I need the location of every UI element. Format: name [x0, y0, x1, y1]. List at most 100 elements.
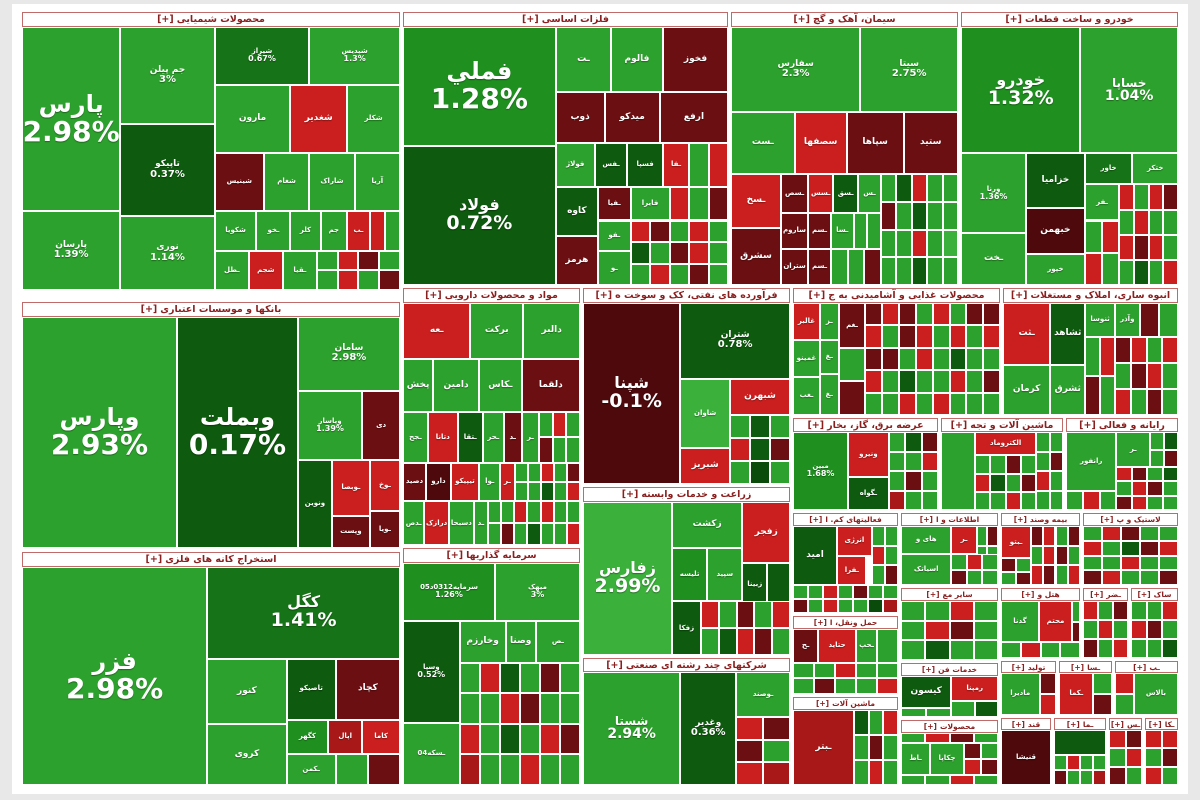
stock-tile-small[interactable]	[769, 438, 790, 462]
stock-tile[interactable]: اپال	[328, 719, 363, 755]
stock-tile-small[interactable]	[749, 461, 770, 484]
stock-tile-small[interactable]	[1163, 234, 1178, 260]
stock-tile-small[interactable]	[1083, 601, 1098, 620]
stock-tile[interactable]: رانفور	[1066, 432, 1117, 491]
stock-tile-small[interactable]	[856, 662, 877, 679]
stock-tile-small[interactable]	[990, 455, 1006, 474]
stock-tile-small[interactable]	[539, 693, 560, 724]
stock-tile-small[interactable]	[888, 432, 906, 452]
stock-tile-small[interactable]	[650, 263, 670, 285]
stock-tile-small[interactable]	[384, 211, 400, 251]
stock-tile-small[interactable]	[932, 370, 950, 393]
expand-plus-icon[interactable]: [+]	[1133, 662, 1147, 672]
stock-tile-small[interactable]	[1125, 730, 1142, 749]
stock-tile-small[interactable]	[915, 347, 933, 371]
stock-tile-small[interactable]	[1001, 642, 1021, 658]
stock-tile-small[interactable]	[1162, 601, 1178, 620]
stock-tile-small[interactable]	[1131, 481, 1148, 496]
stock-tile[interactable]: ـحر	[482, 411, 504, 463]
stock-tile-small[interactable]	[823, 585, 838, 600]
stock-tile-small[interactable]	[689, 242, 709, 264]
stock-tile-small[interactable]	[911, 174, 928, 202]
sector-header[interactable]: محصولات شیمیایی [+]	[22, 12, 400, 27]
stock-tile-small[interactable]	[901, 620, 926, 641]
stock-tile[interactable]: کرمان	[1003, 364, 1051, 415]
stock-tile-small[interactable]	[729, 415, 750, 439]
stock-tile-small[interactable]	[729, 461, 750, 484]
stock-tile-small[interactable]	[539, 411, 553, 438]
stock-tile-small[interactable]	[871, 526, 885, 546]
stock-tile-small[interactable]	[911, 257, 928, 285]
stock-tile[interactable]: ـفو	[598, 220, 631, 252]
stock-tile-small[interactable]	[951, 569, 967, 585]
stock-tile-small[interactable]	[1083, 570, 1102, 585]
stock-tile-small[interactable]	[868, 599, 883, 613]
stock-tile-small[interactable]	[553, 523, 567, 545]
stock-tile[interactable]: ذوب	[555, 91, 605, 144]
stock-tile[interactable]: فزر 2.98%	[22, 567, 208, 785]
stock-tile-small[interactable]	[1161, 748, 1178, 767]
expand-plus-icon[interactable]: [+]	[921, 665, 936, 674]
stock-tile-small[interactable]	[1148, 259, 1164, 285]
stock-tile-small[interactable]	[1080, 754, 1093, 770]
stock-tile-small[interactable]	[1060, 642, 1080, 658]
expand-plus-icon[interactable]: [+]	[606, 659, 623, 671]
stock-tile-small[interactable]	[1130, 362, 1147, 389]
stock-tile-small[interactable]	[896, 201, 912, 230]
stock-tile[interactable]: ـبتر	[793, 710, 854, 785]
stock-tile-small[interactable]	[868, 735, 884, 760]
stock-tile-small[interactable]	[905, 432, 922, 452]
stock-tile-small[interactable]	[499, 662, 520, 694]
stock-tile-small[interactable]	[856, 678, 877, 694]
stock-tile-small[interactable]	[708, 186, 728, 221]
stock-tile-small[interactable]	[932, 347, 950, 371]
stock-tile[interactable]: میهک 3%	[495, 563, 580, 621]
stock-tile[interactable]: وپاسار 1.39%	[297, 390, 363, 461]
stock-tile-small[interactable]	[479, 693, 500, 724]
stock-tile-small[interactable]	[729, 438, 750, 462]
stock-tile-small[interactable]	[951, 701, 975, 717]
stock-tile-small[interactable]	[1134, 209, 1149, 235]
stock-tile-small[interactable]	[1145, 748, 1162, 767]
stock-tile[interactable]: شکلر	[347, 84, 400, 154]
stock-tile-small[interactable]	[926, 707, 952, 717]
stock-tile[interactable]: ـسص	[780, 174, 809, 213]
stock-tile[interactable]: وپارس 2.93%	[22, 317, 177, 548]
stock-tile-small[interactable]	[519, 754, 540, 785]
stock-tile[interactable]: رمپنا	[951, 676, 998, 702]
stock-tile[interactable]: ـر	[951, 526, 977, 555]
stock-tile-small[interactable]	[1067, 754, 1080, 770]
stock-tile-small[interactable]	[708, 143, 728, 187]
stock-tile-small[interactable]	[975, 491, 991, 510]
stock-tile[interactable]: ـویا	[369, 511, 400, 548]
stock-tile[interactable]: ـحپ	[856, 629, 877, 663]
stock-tile[interactable]: خساپا 1.04%	[1080, 27, 1178, 154]
stock-tile-small[interactable]	[559, 662, 580, 694]
stock-tile-small[interactable]	[358, 270, 380, 290]
stock-tile[interactable]: ـسکه04	[403, 722, 460, 785]
stock-tile-small[interactable]	[1146, 638, 1163, 658]
stock-tile[interactable]: سامان 2.98%	[297, 317, 400, 391]
stock-tile-small[interactable]	[927, 257, 943, 285]
stock-tile[interactable]: ـر	[500, 462, 515, 502]
stock-tile-small[interactable]	[1146, 388, 1163, 415]
stock-tile-small[interactable]	[459, 693, 480, 724]
sector-header[interactable]: ـکا [+]	[1145, 718, 1178, 730]
stock-tile-small[interactable]	[1102, 540, 1121, 556]
stock-tile[interactable]: ـفرا	[837, 555, 867, 586]
stock-tile-small[interactable]	[1001, 558, 1016, 572]
stock-tile-small[interactable]	[838, 347, 866, 382]
stock-tile-small[interactable]	[1162, 619, 1178, 639]
stock-tile[interactable]: مارون	[214, 84, 291, 154]
stock-tile-small[interactable]	[1162, 388, 1178, 415]
stock-tile[interactable]: خزامیا	[1026, 153, 1085, 208]
stock-tile-small[interactable]	[1067, 769, 1080, 785]
stock-tile-small[interactable]	[650, 220, 670, 242]
stock-tile-small[interactable]	[853, 735, 869, 760]
expand-plus-icon[interactable]: [+]	[926, 590, 940, 599]
stock-tile-small[interactable]	[1043, 545, 1056, 566]
stock-tile[interactable]: ثنوسا	[1085, 303, 1115, 337]
stock-tile-small[interactable]	[1036, 451, 1050, 471]
stock-tile-small[interactable]	[883, 735, 898, 760]
stock-tile-small[interactable]	[1083, 540, 1102, 556]
